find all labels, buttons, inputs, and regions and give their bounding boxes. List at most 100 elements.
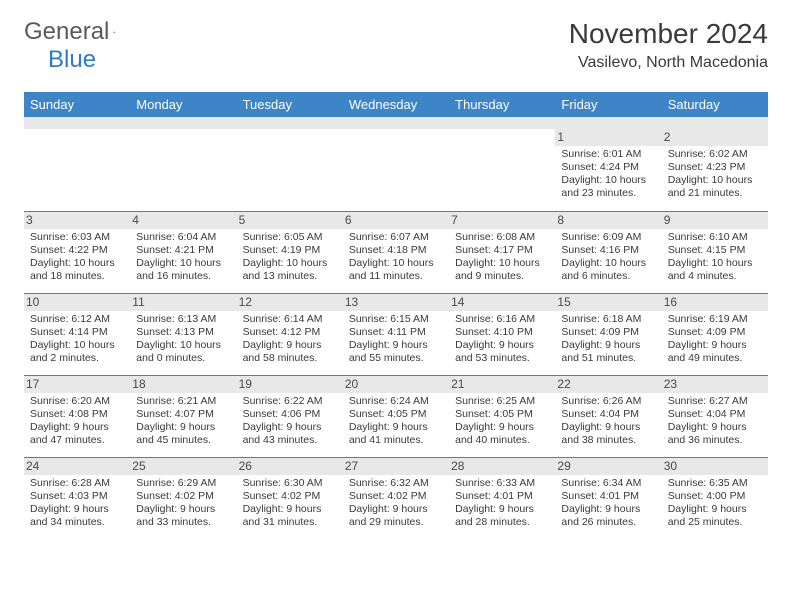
logo-text-general: General (24, 18, 109, 46)
sunset-text: Sunset: 4:23 PM (668, 161, 762, 174)
sunset-text: Sunset: 4:14 PM (30, 326, 124, 339)
sunset-text: Sunset: 4:12 PM (243, 326, 337, 339)
day-number: 21 (449, 376, 555, 393)
sail-icon (113, 23, 116, 41)
daylight-text: Daylight: 9 hours and 49 minutes. (668, 339, 762, 365)
sunrise-text: Sunrise: 6:04 AM (136, 231, 230, 244)
daylight-text: Daylight: 9 hours and 26 minutes. (561, 503, 655, 529)
sunset-text: Sunset: 4:07 PM (136, 408, 230, 421)
daylight-text: Daylight: 9 hours and 25 minutes. (668, 503, 762, 529)
sunrise-text: Sunrise: 6:03 AM (30, 231, 124, 244)
sunrise-text: Sunrise: 6:05 AM (243, 231, 337, 244)
day-number: 13 (343, 294, 449, 311)
daylight-text: Daylight: 9 hours and 58 minutes. (243, 339, 337, 365)
weekday-header: Tuesday (237, 92, 343, 117)
sunrise-text: Sunrise: 6:24 AM (349, 395, 443, 408)
sunset-text: Sunset: 4:02 PM (243, 490, 337, 503)
daylight-text: Daylight: 9 hours and 45 minutes. (136, 421, 230, 447)
calendar-day-cell: 14Sunrise: 6:16 AMSunset: 4:10 PMDayligh… (449, 293, 555, 375)
calendar-week-row: 1Sunrise: 6:01 AMSunset: 4:24 PMDaylight… (24, 129, 768, 211)
daylight-text: Daylight: 9 hours and 55 minutes. (349, 339, 443, 365)
day-number: 18 (130, 376, 236, 393)
sunrise-text: Sunrise: 6:07 AM (349, 231, 443, 244)
calendar-empty-cell (343, 129, 449, 211)
sunrise-text: Sunrise: 6:22 AM (243, 395, 337, 408)
sunrise-text: Sunrise: 6:15 AM (349, 313, 443, 326)
sunrise-text: Sunrise: 6:02 AM (668, 148, 762, 161)
day-number: 8 (555, 212, 661, 229)
sunset-text: Sunset: 4:17 PM (455, 244, 549, 257)
daylight-text: Daylight: 9 hours and 34 minutes. (30, 503, 124, 529)
calendar-day-cell: 21Sunrise: 6:25 AMSunset: 4:05 PMDayligh… (449, 375, 555, 457)
sunrise-text: Sunrise: 6:27 AM (668, 395, 762, 408)
day-number: 17 (24, 376, 130, 393)
day-number: 12 (237, 294, 343, 311)
sunset-text: Sunset: 4:09 PM (668, 326, 762, 339)
daylight-text: Daylight: 9 hours and 51 minutes. (561, 339, 655, 365)
calendar-empty-cell (130, 129, 236, 211)
weekday-header-row: SundayMondayTuesdayWednesdayThursdayFrid… (24, 92, 768, 117)
weekday-header: Saturday (662, 92, 768, 117)
sunrise-text: Sunrise: 6:29 AM (136, 477, 230, 490)
day-number: 27 (343, 458, 449, 475)
daylight-text: Daylight: 9 hours and 47 minutes. (30, 421, 124, 447)
sunset-text: Sunset: 4:06 PM (243, 408, 337, 421)
daylight-text: Daylight: 9 hours and 43 minutes. (243, 421, 337, 447)
weekday-header: Monday (130, 92, 236, 117)
sunrise-text: Sunrise: 6:13 AM (136, 313, 230, 326)
day-number: 28 (449, 458, 555, 475)
calendar-day-cell: 26Sunrise: 6:30 AMSunset: 4:02 PMDayligh… (237, 457, 343, 539)
sunset-text: Sunset: 4:02 PM (349, 490, 443, 503)
calendar-week-row: 17Sunrise: 6:20 AMSunset: 4:08 PMDayligh… (24, 375, 768, 457)
sunrise-text: Sunrise: 6:09 AM (561, 231, 655, 244)
daylight-text: Daylight: 10 hours and 18 minutes. (30, 257, 124, 283)
sunset-text: Sunset: 4:19 PM (243, 244, 337, 257)
calendar-week-row: 3Sunrise: 6:03 AMSunset: 4:22 PMDaylight… (24, 211, 768, 293)
day-number: 29 (555, 458, 661, 475)
sunrise-text: Sunrise: 6:34 AM (561, 477, 655, 490)
calendar-day-cell: 18 Sunrise: 6:21 AMSunset: 4:07 PMDayligh… (130, 375, 236, 457)
daylight-text: Daylight: 9 hours and 36 minutes. (668, 421, 762, 447)
sunset-text: Sunset: 4:01 PM (455, 490, 549, 503)
sunset-text: Sunset: 4:21 PM (136, 244, 230, 257)
calendar-day-cell: 19Sunrise: 6:22 AMSunset: 4:06 PMDayligh… (237, 375, 343, 457)
day-number: 25 (130, 458, 236, 475)
calendar-day-cell: 10Sunrise: 6:12 AMSunset: 4:14 PMDayligh… (24, 293, 130, 375)
sunset-text: Sunset: 4:22 PM (30, 244, 124, 257)
sunset-text: Sunset: 4:10 PM (455, 326, 549, 339)
calendar-empty-cell (449, 129, 555, 211)
daylight-text: Daylight: 10 hours and 9 minutes. (455, 257, 549, 283)
day-number: 23 (662, 376, 768, 393)
daylight-text: Daylight: 10 hours and 0 minutes. (136, 339, 230, 365)
calendar-day-cell: 2Sunrise: 6:02 AMSunset: 4:23 PMDaylight… (662, 129, 768, 211)
sunset-text: Sunset: 4:15 PM (668, 244, 762, 257)
daylight-text: Daylight: 10 hours and 11 minutes. (349, 257, 443, 283)
day-number: 26 (237, 458, 343, 475)
sunrise-text: Sunrise: 6:10 AM (668, 231, 762, 244)
logo-text-blue: Blue (48, 46, 96, 74)
calendar-day-cell: 7Sunrise: 6:08 AMSunset: 4:17 PMDaylight… (449, 211, 555, 293)
sunset-text: Sunset: 4:13 PM (136, 326, 230, 339)
sunset-text: Sunset: 4:24 PM (561, 161, 655, 174)
calendar-day-cell: 22Sunrise: 6:26 AMSunset: 4:04 PMDayligh… (555, 375, 661, 457)
calendar-table: SundayMondayTuesdayWednesdayThursdayFrid… (24, 92, 768, 539)
calendar-day-cell: 13Sunrise: 6:15 AMSunset: 4:11 PMDayligh… (343, 293, 449, 375)
sunrise-text: Sunrise: 6:21 AM (136, 395, 230, 408)
day-number: 16 (662, 294, 768, 311)
daylight-text: Daylight: 10 hours and 6 minutes. (561, 257, 655, 283)
daylight-text: Daylight: 9 hours and 53 minutes. (455, 339, 549, 365)
weekday-header: Thursday (449, 92, 555, 117)
day-number: 14 (449, 294, 555, 311)
day-number: 2 (662, 129, 768, 146)
calendar-week-row: 10Sunrise: 6:12 AMSunset: 4:14 PMDayligh… (24, 293, 768, 375)
calendar-day-cell: 5Sunrise: 6:05 AMSunset: 4:19 PMDaylight… (237, 211, 343, 293)
day-number: 24 (24, 458, 130, 475)
daylight-text: Daylight: 9 hours and 38 minutes. (561, 421, 655, 447)
calendar-day-cell: 3 Sunrise: 6:03 AMSunset: 4:22 PMDaylight… (24, 211, 130, 293)
sunrise-text: Sunrise: 6:28 AM (30, 477, 124, 490)
daylight-text: Daylight: 9 hours and 40 minutes. (455, 421, 549, 447)
calendar-day-cell: 1Sunrise: 6:01 AMSunset: 4:24 PMDaylight… (555, 129, 661, 211)
day-number: 3 (24, 212, 130, 229)
calendar-empty-cell (237, 129, 343, 211)
day-number: 20 (343, 376, 449, 393)
